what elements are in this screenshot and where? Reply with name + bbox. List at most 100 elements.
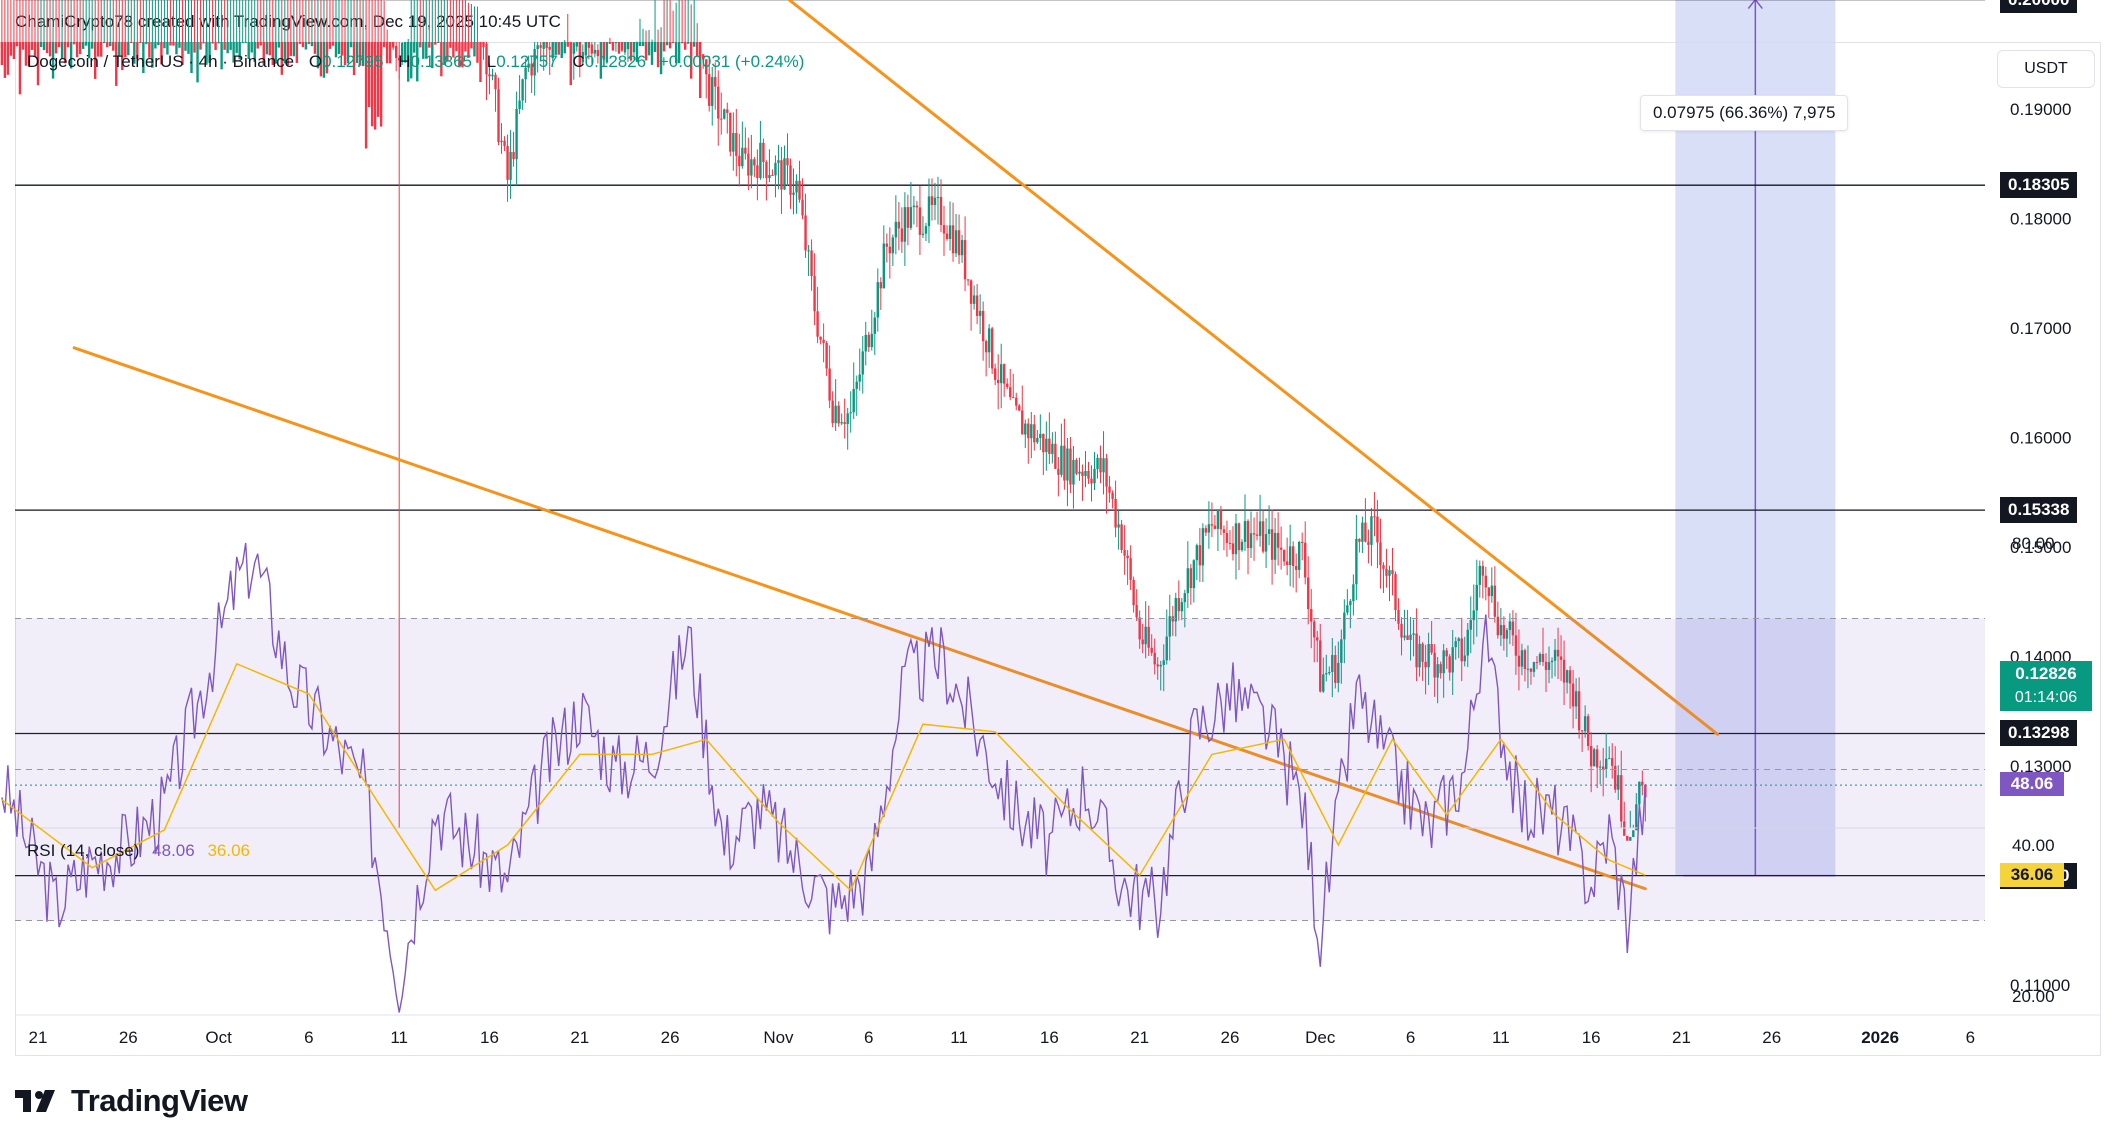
candle-body	[837, 405, 840, 424]
currency-selector[interactable]: USDT	[1997, 50, 2095, 88]
candle-body	[1406, 635, 1409, 640]
candle	[121, 0, 124, 71]
price-tick-label: 0.15000	[2010, 538, 2071, 557]
candle-body	[1376, 516, 1379, 543]
candle-body	[18, 42, 22, 95]
candle	[692, 0, 696, 47]
candle	[1502, 616, 1506, 651]
candle-body	[1081, 471, 1084, 477]
candle-body	[479, 42, 482, 83]
candle-body	[711, 77, 714, 106]
candle-body	[1051, 443, 1054, 454]
rsi-tick-label: 40.00	[2012, 836, 2055, 855]
candle-body	[1243, 521, 1247, 542]
candle	[334, 0, 338, 58]
candle	[1520, 643, 1524, 676]
candle-body	[593, 49, 597, 54]
candle-body	[1626, 835, 1629, 841]
candle-body	[66, 42, 70, 48]
candle	[720, 92, 723, 135]
candle	[1331, 638, 1334, 698]
candle-body	[398, 57, 401, 61]
candle	[1261, 510, 1265, 554]
candle-body	[629, 42, 633, 61]
candle	[467, 2, 470, 58]
candle-body	[217, 42, 220, 44]
symbol-legend[interactable]: Dogecoin / TetherUS · 4h · Binance O0.12…	[27, 52, 804, 72]
candle	[202, 0, 205, 44]
candle	[1544, 653, 1548, 692]
candle	[1006, 378, 1009, 390]
candle-body	[906, 207, 910, 228]
candle	[1264, 518, 1268, 569]
candle-body	[671, 42, 675, 44]
candle	[1072, 445, 1075, 509]
candle	[957, 214, 961, 264]
candle-body	[1111, 492, 1114, 499]
candle	[1084, 451, 1087, 488]
candle-body	[437, 42, 440, 43]
price-tick-label: 0.18000	[2010, 210, 2071, 229]
candle	[404, 42, 407, 63]
candle	[708, 55, 711, 112]
candle-body	[1635, 804, 1638, 831]
candle-body	[915, 205, 919, 208]
candle	[1406, 609, 1409, 640]
candle	[187, 0, 190, 54]
candle	[885, 233, 889, 263]
candle-body	[879, 282, 882, 289]
candle	[1189, 564, 1193, 605]
candle-body	[828, 368, 831, 401]
candle-body	[644, 42, 648, 61]
candle	[69, 0, 73, 69]
candle-body	[656, 42, 660, 68]
candle-body	[966, 279, 970, 281]
candle	[891, 234, 895, 267]
candle-body	[936, 196, 940, 198]
tradingview-logo[interactable]: TradingView	[15, 1083, 248, 1119]
candle	[1343, 599, 1346, 664]
candle	[1325, 654, 1328, 682]
rsi-legend[interactable]: RSI (14, close) 48.06 36.06	[27, 841, 250, 861]
candle-body	[449, 42, 452, 48]
candle-body	[1409, 634, 1412, 640]
time-tick-label: 21	[29, 1028, 48, 1047]
candle	[1012, 373, 1015, 399]
candle-body	[686, 42, 690, 44]
candle	[127, 0, 130, 56]
candle	[861, 336, 864, 394]
candle	[289, 0, 293, 56]
candle	[897, 202, 901, 251]
candle-body	[1484, 575, 1488, 588]
candle	[858, 348, 861, 391]
candle-body	[57, 42, 61, 48]
candle-body	[1165, 636, 1168, 661]
candle-body	[1598, 766, 1602, 768]
candle-body	[1168, 616, 1171, 637]
candle-body	[482, 42, 485, 47]
candle	[942, 205, 946, 256]
candle	[51, 0, 55, 79]
candle-body	[136, 42, 139, 59]
candle	[166, 0, 169, 55]
candle-body	[1448, 656, 1451, 673]
candle-body	[27, 42, 31, 66]
rsi-name[interactable]: RSI (14, close)	[27, 841, 140, 860]
candle-body	[154, 42, 157, 49]
candle	[1553, 638, 1557, 677]
candle-body	[641, 42, 645, 46]
candle-body	[458, 42, 461, 68]
candle	[1346, 589, 1349, 616]
candle-body	[428, 42, 431, 48]
candle-body	[404, 42, 407, 63]
candle	[1078, 457, 1081, 481]
candle-body	[410, 42, 413, 79]
candle-body	[717, 86, 720, 119]
candle	[894, 195, 898, 255]
symbol-name[interactable]: Dogecoin / TetherUS · 4h · Binance	[27, 52, 295, 71]
candle-body	[990, 328, 994, 369]
candle-body	[21, 42, 25, 50]
candle-body	[762, 142, 765, 162]
candle-body	[133, 42, 136, 64]
